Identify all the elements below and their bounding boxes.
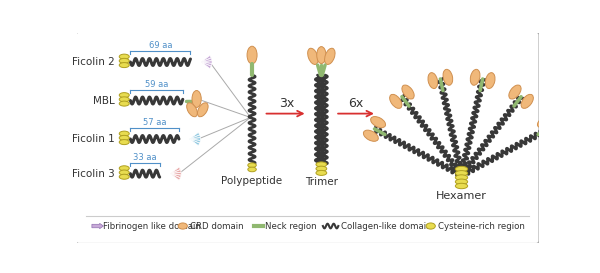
Ellipse shape (197, 103, 208, 117)
Wedge shape (190, 139, 200, 146)
Ellipse shape (178, 223, 187, 229)
Wedge shape (201, 62, 211, 69)
Text: MBL: MBL (93, 96, 115, 106)
Ellipse shape (455, 175, 467, 180)
Ellipse shape (316, 170, 327, 176)
Ellipse shape (521, 94, 533, 108)
Text: Trimer: Trimer (305, 177, 338, 187)
FancyArrow shape (92, 223, 103, 229)
Ellipse shape (119, 174, 129, 179)
Wedge shape (201, 55, 211, 62)
Ellipse shape (325, 48, 335, 64)
Ellipse shape (247, 46, 257, 64)
Text: Hexamer: Hexamer (436, 191, 487, 201)
Ellipse shape (192, 91, 201, 108)
Ellipse shape (316, 162, 327, 167)
Text: 59 aa: 59 aa (145, 80, 168, 88)
Ellipse shape (119, 140, 129, 145)
Text: Ficolin 3: Ficolin 3 (72, 169, 115, 179)
Ellipse shape (119, 54, 129, 59)
Ellipse shape (119, 131, 129, 136)
Ellipse shape (248, 163, 256, 168)
Ellipse shape (119, 93, 129, 98)
Ellipse shape (119, 135, 129, 140)
Text: Ficolin 1: Ficolin 1 (72, 134, 115, 144)
Text: Collagen-like domain: Collagen-like domain (341, 221, 431, 230)
Wedge shape (190, 135, 200, 139)
Ellipse shape (119, 63, 129, 68)
Ellipse shape (509, 85, 521, 99)
Ellipse shape (455, 171, 467, 176)
Text: Cysteine-rich region: Cysteine-rich region (437, 221, 524, 230)
Text: 69 aa: 69 aa (149, 41, 172, 50)
Ellipse shape (455, 183, 467, 189)
Ellipse shape (317, 47, 326, 64)
Ellipse shape (443, 69, 452, 85)
Ellipse shape (428, 73, 437, 88)
Wedge shape (170, 174, 181, 178)
Ellipse shape (248, 167, 256, 172)
Ellipse shape (402, 85, 414, 99)
Ellipse shape (389, 94, 402, 108)
Wedge shape (190, 139, 200, 143)
Ellipse shape (119, 170, 129, 175)
Text: 3x: 3x (279, 97, 295, 110)
Ellipse shape (119, 97, 129, 102)
Wedge shape (190, 138, 200, 140)
Ellipse shape (119, 58, 129, 63)
Ellipse shape (364, 130, 379, 141)
Text: Polypeptide: Polypeptide (221, 176, 283, 186)
Text: 33 aa: 33 aa (133, 153, 157, 162)
Ellipse shape (187, 103, 197, 117)
Ellipse shape (316, 166, 327, 171)
Ellipse shape (538, 117, 553, 128)
Text: Ficolin 2: Ficolin 2 (72, 57, 115, 67)
Text: Neck region: Neck region (265, 221, 317, 230)
Ellipse shape (485, 73, 495, 88)
FancyBboxPatch shape (76, 32, 539, 244)
Text: 6x: 6x (349, 97, 364, 110)
Ellipse shape (455, 179, 467, 185)
Wedge shape (170, 167, 181, 174)
Wedge shape (170, 174, 181, 180)
Ellipse shape (119, 101, 129, 106)
Text: CRD domain: CRD domain (190, 221, 244, 230)
Ellipse shape (371, 117, 386, 128)
Wedge shape (170, 172, 181, 175)
Wedge shape (170, 170, 181, 174)
Ellipse shape (426, 223, 436, 229)
Ellipse shape (308, 48, 318, 64)
Wedge shape (190, 132, 200, 139)
Text: Fibrinogen like domain: Fibrinogen like domain (103, 221, 200, 230)
Ellipse shape (119, 166, 129, 171)
Ellipse shape (455, 166, 467, 172)
Wedge shape (201, 58, 212, 62)
Ellipse shape (470, 69, 480, 85)
Text: 57 aa: 57 aa (143, 118, 166, 127)
Wedge shape (201, 61, 212, 63)
Wedge shape (201, 62, 212, 66)
Ellipse shape (545, 130, 560, 141)
